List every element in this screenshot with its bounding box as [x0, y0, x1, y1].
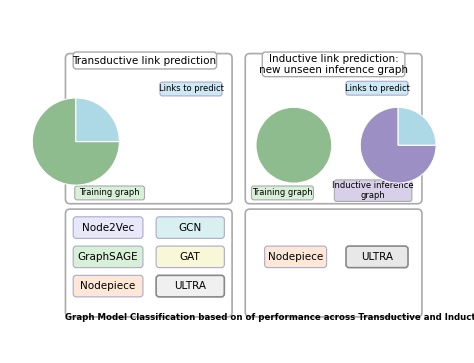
Text: Graph Model Classification based on of performance across Transductive and Induc: Graph Model Classification based on of p… — [65, 313, 474, 322]
Text: Inductive inference
graph: Inductive inference graph — [332, 181, 414, 200]
Text: Transductive link prediction: Transductive link prediction — [73, 56, 217, 65]
FancyBboxPatch shape — [65, 54, 232, 204]
FancyBboxPatch shape — [264, 246, 327, 268]
Text: Nodepiece: Nodepiece — [268, 252, 323, 262]
Text: Inductive link prediction:
new unseen inference graph: Inductive link prediction: new unseen in… — [259, 54, 408, 75]
FancyBboxPatch shape — [73, 246, 143, 268]
Text: Training graph: Training graph — [79, 188, 140, 197]
Wedge shape — [398, 107, 436, 145]
Text: GAT: GAT — [180, 252, 201, 262]
Text: Nodepiece: Nodepiece — [81, 281, 136, 291]
Text: Links to predict: Links to predict — [345, 84, 410, 93]
FancyBboxPatch shape — [251, 186, 313, 200]
Text: GCN: GCN — [179, 223, 202, 233]
FancyBboxPatch shape — [65, 209, 232, 317]
Text: Links to predict: Links to predict — [159, 85, 223, 94]
Wedge shape — [360, 107, 436, 183]
FancyBboxPatch shape — [245, 54, 422, 204]
Text: Node2Vec: Node2Vec — [82, 223, 134, 233]
Text: GraphSAGE: GraphSAGE — [78, 252, 138, 262]
FancyBboxPatch shape — [245, 209, 422, 317]
FancyBboxPatch shape — [73, 52, 217, 69]
Text: ULTRA: ULTRA — [361, 252, 393, 262]
FancyBboxPatch shape — [75, 186, 145, 200]
FancyBboxPatch shape — [156, 275, 224, 297]
Wedge shape — [256, 107, 332, 183]
FancyBboxPatch shape — [156, 217, 224, 238]
FancyBboxPatch shape — [73, 275, 143, 297]
Wedge shape — [32, 98, 119, 185]
FancyBboxPatch shape — [156, 246, 224, 268]
FancyBboxPatch shape — [262, 52, 405, 77]
FancyBboxPatch shape — [73, 217, 143, 238]
FancyBboxPatch shape — [160, 82, 222, 96]
FancyBboxPatch shape — [346, 246, 408, 268]
FancyBboxPatch shape — [334, 180, 412, 201]
Text: Training graph: Training graph — [252, 188, 313, 197]
Wedge shape — [76, 98, 119, 142]
Text: ULTRA: ULTRA — [174, 281, 206, 291]
FancyBboxPatch shape — [346, 81, 408, 95]
